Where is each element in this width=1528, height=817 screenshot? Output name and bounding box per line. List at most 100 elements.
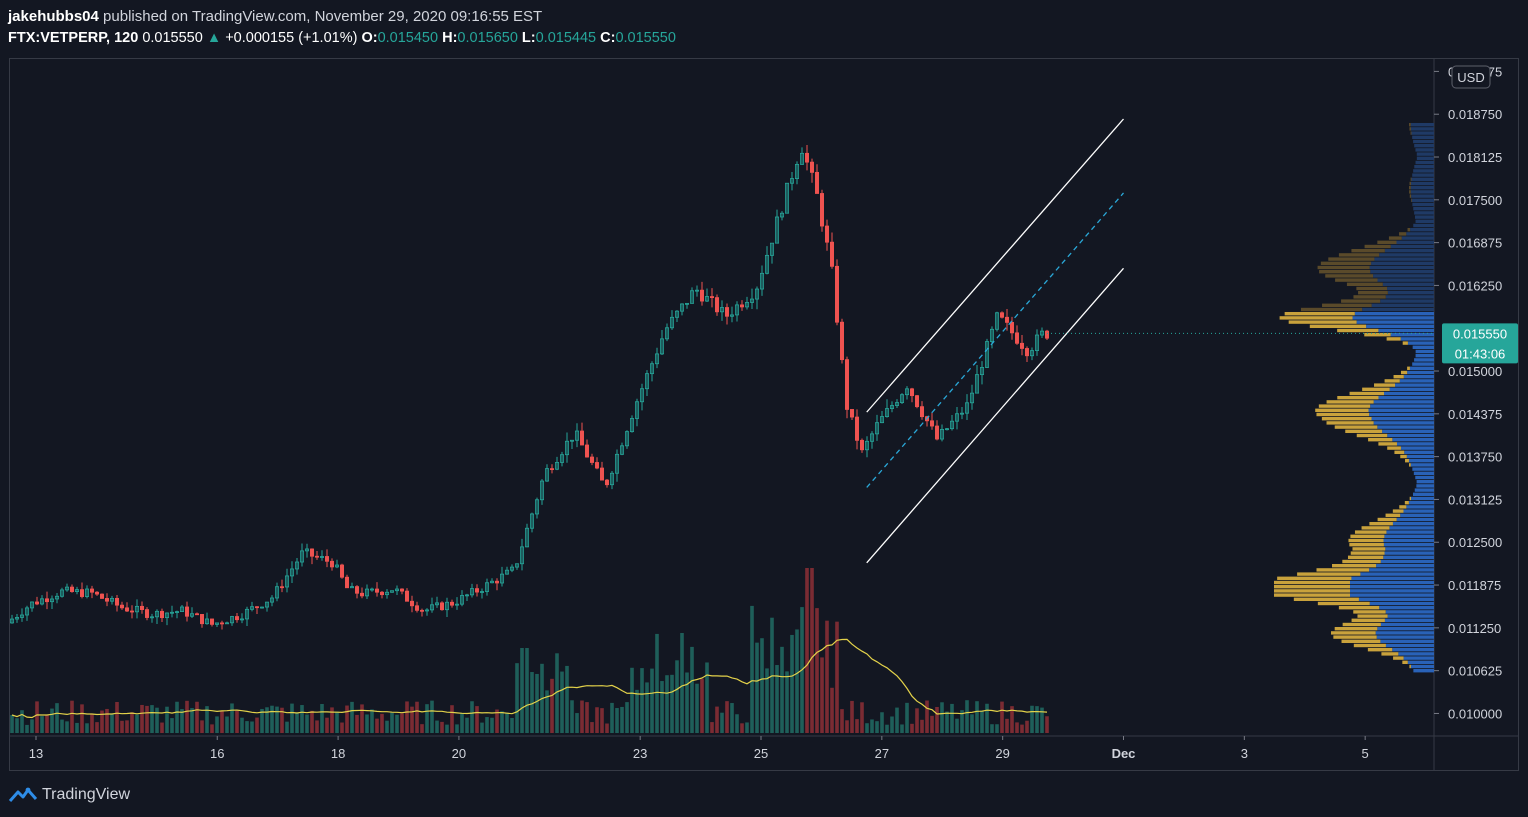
candle-body <box>449 601 454 606</box>
volume-bar <box>515 663 519 733</box>
volume-bar <box>390 712 394 733</box>
x-tick-label: 5 <box>1362 746 1369 761</box>
profile-row-up <box>1415 354 1434 358</box>
volume-bar <box>655 633 659 733</box>
chart-header: jakehubbs04 published on TradingView.com… <box>8 6 1518 50</box>
profile-row-down <box>1352 547 1386 551</box>
candle-body <box>940 428 945 440</box>
profile-row-up <box>1408 459 1434 463</box>
volume-bar <box>370 709 374 733</box>
y-tick-label: 0.011875 <box>1448 578 1501 593</box>
profile-row-up <box>1378 328 1434 333</box>
profile-row-up <box>1384 551 1434 555</box>
volume-bar <box>230 703 234 733</box>
candles <box>9 144 1050 630</box>
profile-row-up <box>1413 471 1434 475</box>
profile-row-down <box>1309 324 1367 328</box>
volume-bar <box>715 706 719 733</box>
candle-body <box>565 440 570 456</box>
volume-bar <box>1045 716 1049 733</box>
candle-body <box>384 591 389 596</box>
profile-row-down <box>1341 639 1381 643</box>
price-chart[interactable]: 0.0193750.0187500.0181250.0175000.016875… <box>9 58 1519 771</box>
volume-bar <box>820 657 824 733</box>
channel-upper-line <box>866 118 1124 413</box>
profile-row-up <box>1410 190 1434 194</box>
volume-bar <box>740 723 744 733</box>
profile-row-down <box>1407 366 1410 370</box>
volume-bar <box>475 706 479 733</box>
volume-bar <box>915 708 919 733</box>
profile-row-down <box>1334 425 1378 429</box>
profile-row-up <box>1384 391 1434 396</box>
volume-bar <box>570 700 574 733</box>
candle-body <box>720 307 725 313</box>
profile-row-down <box>1409 186 1411 190</box>
profile-row-up <box>1413 223 1434 228</box>
volume-bar <box>650 668 654 733</box>
candle-body <box>785 182 790 214</box>
profile-row-up <box>1414 358 1434 362</box>
volume-bar <box>745 722 749 733</box>
candle-body <box>790 178 795 184</box>
volume-bar <box>795 629 799 733</box>
profile-row-up <box>1368 408 1434 412</box>
candle-body <box>224 622 229 625</box>
profile-row-down <box>1392 509 1404 513</box>
profile-row-up <box>1387 291 1434 295</box>
candle-body <box>60 589 65 597</box>
profile-row-down <box>1349 391 1385 396</box>
candle-body <box>514 563 519 568</box>
profile-row-up <box>1379 606 1434 610</box>
volume-bar <box>15 718 19 733</box>
channel-lower-line <box>866 267 1124 564</box>
brand-name[interactable]: TradingView <box>42 786 131 803</box>
candle-body <box>194 613 199 616</box>
profile-row-down <box>1316 568 1370 572</box>
volume-bar <box>95 722 99 733</box>
candle-body <box>219 622 224 625</box>
symbol-label[interactable]: FTX:VETPERP, 120 <box>8 30 139 46</box>
candle-body <box>39 598 44 605</box>
candle-body <box>199 614 204 625</box>
candle-body <box>144 609 149 618</box>
volume-bar <box>750 605 754 733</box>
profile-row-down <box>1402 660 1408 664</box>
profile-row-up <box>1383 543 1434 547</box>
volume-bar <box>165 706 169 733</box>
candle-body <box>1025 348 1030 357</box>
volume-bar <box>610 702 614 733</box>
volume-bar <box>635 689 639 733</box>
volume-bar <box>985 703 989 733</box>
profile-row-up <box>1412 345 1434 349</box>
candle-body <box>434 602 439 606</box>
profile-row-up <box>1386 530 1434 534</box>
volume-bar <box>520 648 524 733</box>
candle-body <box>494 580 499 584</box>
profile-row-up <box>1396 442 1434 446</box>
profile-row-up <box>1406 454 1434 459</box>
profile-row-up <box>1384 534 1434 538</box>
candle-body <box>209 618 214 625</box>
volume-bar <box>585 702 589 733</box>
profile-row-down <box>1288 320 1357 324</box>
author-name[interactable]: jakehubbs04 <box>8 8 99 25</box>
volume-bar <box>410 706 414 733</box>
candle-body <box>750 298 755 303</box>
candle-body <box>479 591 484 593</box>
profile-row-down <box>1322 303 1372 307</box>
candle-body <box>665 327 670 340</box>
candle-body <box>1040 330 1045 336</box>
candle-body <box>90 588 95 593</box>
published-text: published on TradingView.com, November 2… <box>103 8 543 25</box>
x-tick-label: 29 <box>995 746 1009 761</box>
volume-bar <box>65 721 69 733</box>
volume-bar <box>320 704 324 733</box>
volume-bar <box>680 633 684 733</box>
volume-bar <box>1030 705 1034 733</box>
high-value: 0.015650 <box>457 30 518 46</box>
candle-body <box>374 588 379 593</box>
profile-row-down <box>1274 585 1350 589</box>
profile-row-down <box>1393 375 1404 379</box>
volume-bar <box>420 724 424 733</box>
